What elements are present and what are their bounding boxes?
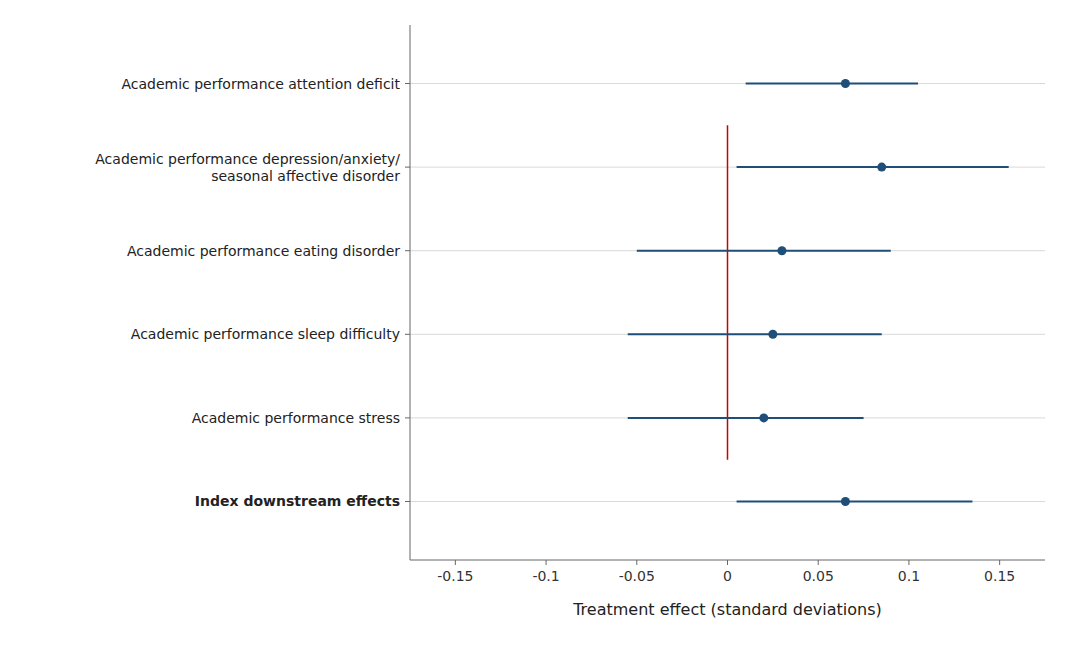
grid-line [410,501,1045,502]
chart: -0.15 -0.1 -0.05 0 0.05 0.1 0.15 Treatment effe… [0,0,1080,650]
x-tick [546,560,547,565]
x-tick-label: 0.15 [984,568,1015,584]
y-axis-line [410,25,411,560]
x-tick-label: 0 [723,568,732,584]
grid-line [410,334,1045,335]
y-tick [405,83,410,84]
x-tick-label: 0.05 [803,568,834,584]
grid [410,84,1045,502]
reference-line [727,125,729,459]
x-tick-label: 0.1 [898,568,920,584]
y-tick [405,501,410,502]
y-tick-label: Academic performance stress [192,410,400,426]
grid-line [410,83,1045,84]
estimate-point [768,330,777,339]
x-tick-label: -0.15 [437,568,473,584]
confidence-interval [637,250,891,252]
y-tick-label: Index downstream effects [195,493,400,509]
confidence-interval [746,83,918,85]
grid-line [410,417,1045,418]
y-tick [405,417,410,418]
plot-area [628,79,1009,506]
x-tick-label: -0.1 [532,568,559,584]
estimate-point [841,497,850,506]
y-tick [405,334,410,335]
x-tick [455,560,456,565]
grid-line [410,250,1045,251]
x-axis: -0.15 -0.1 -0.05 0 0.05 0.1 0.15 [437,560,1015,584]
estimate-point [777,246,786,255]
y-tick-label: Academic performance depression/anxiety/… [95,151,400,184]
y-tick-label: Academic performance sleep difficulty [131,326,400,342]
y-tick [405,250,410,251]
x-tick [999,560,1000,565]
chart-container: -0.15 -0.1 -0.05 0 0.05 0.1 0.15 Treatment effe… [0,0,1080,650]
x-tick [636,560,637,565]
x-tick [908,560,909,565]
x-axis-title: Treatment effect (standard deviations) [572,600,882,619]
x-tick-label: -0.05 [619,568,655,584]
estimate-point [877,163,886,172]
estimate-point [759,413,768,422]
y-tick-label: Academic performance eating disorder [127,243,400,259]
estimate-point [841,79,850,88]
y-axis: Academic performance attention deficit Ac… [95,76,410,510]
confidence-interval [737,166,1009,168]
confidence-interval [628,417,864,419]
confidence-interval [628,333,882,335]
y-tick [405,167,410,168]
confidence-interval [737,500,973,502]
x-tick [727,560,728,565]
x-tick [818,560,819,565]
y-tick-label: Academic performance attention deficit [121,76,400,92]
